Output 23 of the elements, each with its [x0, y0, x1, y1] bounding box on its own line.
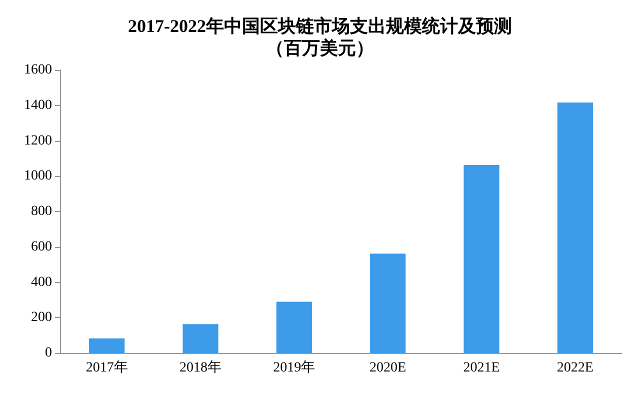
bar [370, 254, 406, 353]
x-tick-label: 2018年 [180, 360, 222, 376]
x-tick-label: 2017年 [86, 360, 128, 376]
y-tick-label: 1400 [24, 98, 52, 113]
y-tick-label: 600 [31, 239, 52, 254]
x-tick-label: 2019年 [273, 360, 316, 376]
bar [557, 102, 593, 353]
bar [464, 164, 500, 353]
y-tick-label: 400 [31, 274, 52, 290]
y-tick-label: 0 [45, 346, 52, 360]
x-tick-label: 2022E [556, 360, 594, 376]
y-tick-label: 1200 [24, 133, 52, 148]
y-tick-label: 200 [31, 310, 52, 326]
x-tick-label: 2020E [370, 360, 406, 376]
x-tick-label: 2021E [463, 360, 500, 376]
chart-title: 2017-2022年中国区块链市场支出规模统计及预测 [128, 16, 512, 36]
bar [89, 338, 125, 353]
bar [276, 302, 312, 353]
chart-subtitle: （百万美元） [266, 38, 374, 58]
y-tick-label: 800 [31, 204, 52, 219]
bar [182, 324, 218, 353]
y-tick-label: 1600 [24, 62, 52, 78]
y-tick-label: 1000 [24, 168, 52, 184]
